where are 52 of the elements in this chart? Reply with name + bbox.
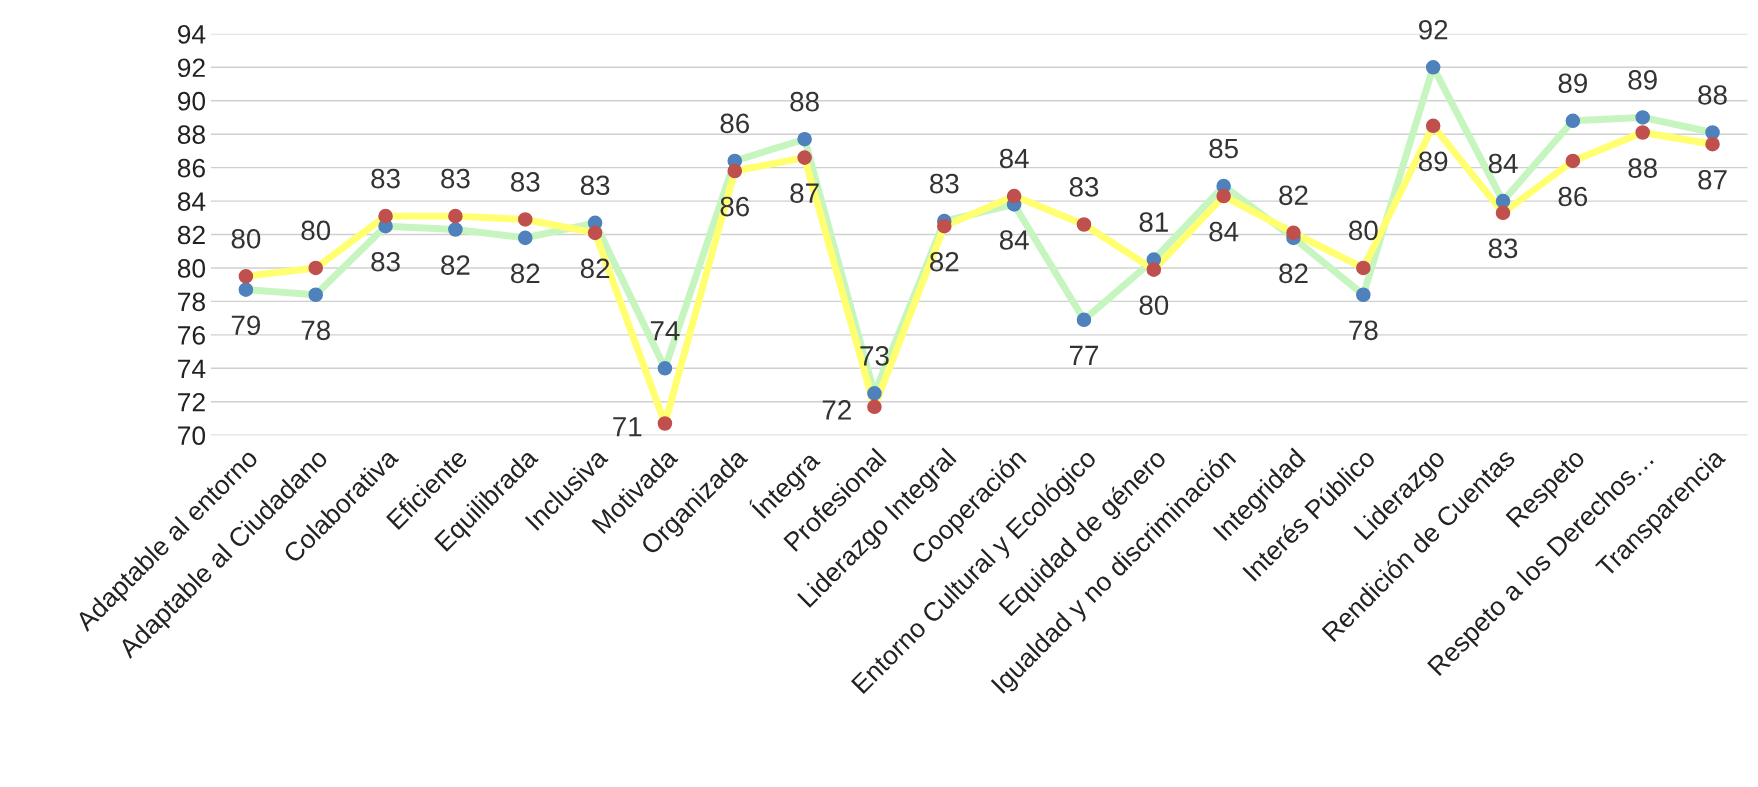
data-label: 86 (1558, 186, 1588, 207)
data-label: 83 (371, 251, 400, 272)
data-label: 72 (822, 400, 851, 420)
data-label: 84 (1209, 221, 1239, 242)
data-label: 88 (790, 91, 819, 112)
data-label: 78 (301, 320, 330, 341)
data-label: 81 (1139, 212, 1168, 232)
data-label: 89 (1558, 73, 1587, 94)
y-tick-label: 80 (177, 259, 206, 278)
y-tick-label: 82 (177, 225, 205, 245)
data-label: 78 (1349, 320, 1378, 341)
data-label: 82 (441, 255, 470, 275)
data-label: 82 (1279, 263, 1308, 284)
data-label: 83 (511, 172, 540, 192)
data-label: 84 (1488, 153, 1518, 174)
data-label: 92 (1419, 19, 1448, 40)
data-label: 83 (441, 168, 470, 189)
data-label: 83 (1488, 238, 1518, 259)
data-label: 86 (720, 113, 749, 134)
data-label: 77 (1069, 345, 1099, 365)
data-label: 84 (999, 230, 1029, 250)
data-label: 87 (1698, 169, 1727, 190)
data-label: 80 (1349, 220, 1378, 241)
data-label: 88 (1628, 158, 1657, 178)
data-label: 89 (1628, 70, 1657, 90)
data-label: 84 (999, 148, 1029, 169)
y-tick-label: 74 (178, 359, 206, 378)
data-label: 83 (371, 168, 400, 189)
data-label: 80 (301, 220, 331, 241)
data-label: 89 (1418, 151, 1448, 172)
y-tick-label: 84 (177, 192, 206, 211)
y-tick-label: 88 (177, 125, 205, 145)
data-label: 83 (930, 173, 959, 194)
y-tick-label: 78 (178, 292, 205, 312)
y-tick-label: 76 (178, 326, 205, 345)
data-label: 85 (1209, 138, 1238, 159)
data-label: 83 (580, 175, 610, 196)
y-tick-label: 94 (177, 24, 206, 44)
y-tick-label: 92 (177, 58, 205, 78)
data-label: 80 (231, 228, 261, 249)
data-label: 80 (1139, 295, 1169, 316)
data-label: 74 (650, 321, 680, 341)
y-tick-label: 72 (178, 392, 205, 412)
data-label: 82 (1279, 185, 1308, 206)
data-label: 71 (613, 417, 642, 437)
data-label: 88 (1698, 85, 1727, 105)
data-label: 83 (1069, 177, 1099, 197)
y-tick-label: 86 (177, 158, 205, 178)
y-tick-label: 70 (178, 426, 206, 446)
data-label: 82 (511, 263, 540, 284)
y-tick-label: 90 (177, 91, 206, 111)
data-label: 79 (231, 315, 261, 336)
